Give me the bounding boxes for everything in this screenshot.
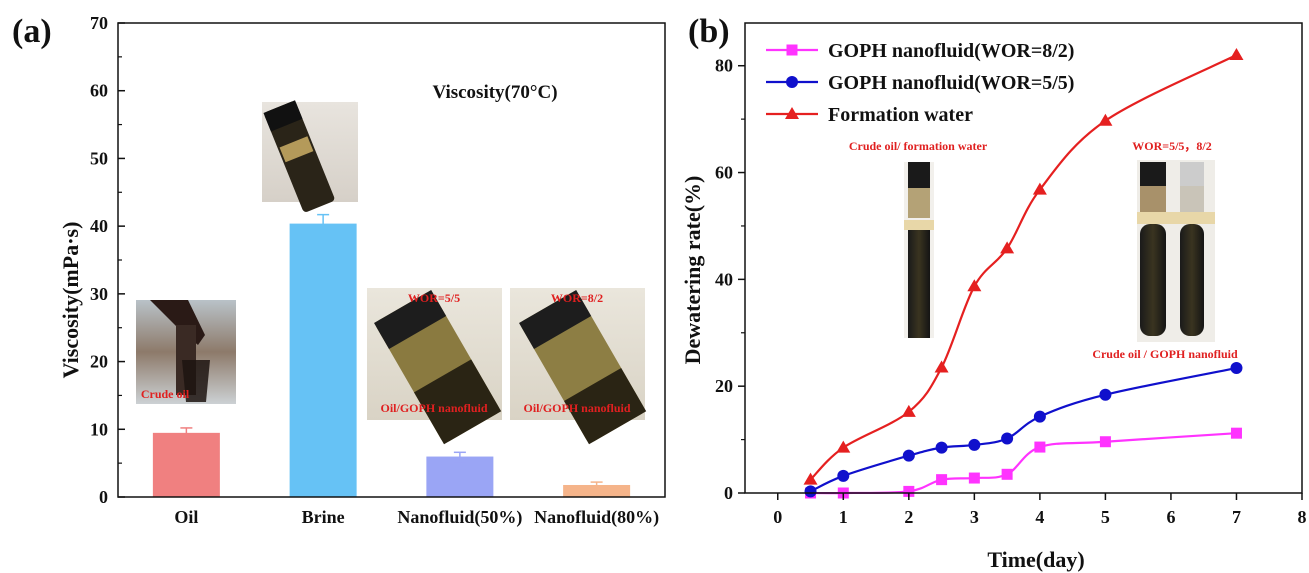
viscosity-bar-chart: (a) Viscosity(mPa·s) Viscosity(70°C) Cru…	[12, 13, 666, 528]
y-tick-label: 10	[90, 419, 108, 439]
legend: GOPH nanofluid(WOR=8/2) GOPH nanofluid(WO…	[766, 40, 1074, 126]
wor-5-5-bottom-caption: Oil/GOPH nanofluid	[380, 401, 487, 415]
panel-label-b: (b)	[688, 13, 730, 50]
data-point	[836, 440, 851, 453]
x-tick-label: 7	[1232, 507, 1241, 527]
wor-8-2-bottom-caption: Oil/GOPH nanofluid	[523, 401, 630, 415]
x-axis-title-b: Time(day)	[987, 547, 1084, 572]
y-tick-label: 80	[715, 56, 733, 76]
x-tick-label: Nanofluid(80%)	[534, 507, 659, 528]
data-point	[901, 404, 916, 417]
data-point	[903, 485, 915, 497]
crude-oil-caption: Crude oil	[141, 387, 190, 401]
right-photo-bottom-caption: Crude oil / GOPH nanofluid	[1092, 347, 1238, 361]
y-axis-title-b: Dewatering rate(%)	[680, 176, 705, 365]
y-tick-label: 60	[90, 81, 108, 101]
brine-photo	[262, 100, 358, 212]
bar-brine	[289, 223, 357, 498]
y-tick-label: 70	[90, 13, 108, 33]
x-tick-label: 0	[773, 507, 782, 527]
legend-marker	[786, 44, 798, 56]
data-point	[1033, 410, 1046, 423]
y-tick-label: 30	[90, 284, 108, 304]
y-tick-label: 50	[90, 148, 108, 168]
x-tick-label: Oil	[174, 507, 198, 527]
data-point	[1229, 48, 1244, 61]
x-tick-label: Brine	[302, 507, 345, 527]
data-point	[1032, 182, 1047, 195]
x-tick-label: 2	[904, 507, 913, 527]
x-tick-label: 5	[1101, 507, 1110, 527]
x-tick-label: Nanofluid(50%)	[397, 507, 522, 528]
legend-label: GOPH nanofluid(WOR=8/2)	[828, 40, 1074, 62]
data-point	[1034, 441, 1046, 453]
data-point	[1099, 436, 1111, 448]
y-tick-label: 60	[715, 163, 733, 183]
data-point	[1230, 427, 1242, 439]
legend-marker	[786, 76, 798, 88]
wor-8-2-photo: WOR=8/2 Oil/GOPH nanofluid	[510, 288, 647, 445]
wor-5-5-photo: WOR=5/5 Oil/GOPH nanofluid	[367, 288, 502, 445]
y-tick-label: 0	[724, 483, 733, 503]
legend-marker	[785, 107, 799, 119]
series-line-0	[810, 432, 1237, 495]
bar-oil	[152, 432, 220, 498]
bar-marks	[152, 213, 631, 498]
y-axis-title-a: Viscosity(mPa·s)	[58, 222, 83, 379]
x-tick-label: 1	[839, 507, 848, 527]
data-point	[803, 472, 818, 485]
dewatering-line-chart: (b) Dewatering rate(%) Time(day) Crude o…	[680, 13, 1307, 572]
y-tick-label: 0	[99, 487, 108, 507]
data-point	[902, 449, 915, 462]
y-tick-label: 40	[715, 269, 733, 289]
y-tick-label: 20	[90, 352, 108, 372]
x-tick-label: 3	[970, 507, 979, 527]
plot-frame-b	[744, 22, 1303, 494]
data-point	[936, 474, 948, 486]
right-photo-top-caption: WOR=5/5，8/2	[1132, 139, 1212, 153]
viscosity-annotation: Viscosity(70°C)	[432, 82, 557, 103]
panel-label-a: (a)	[12, 13, 52, 50]
wor-8-2-caption: WOR=8/2	[551, 291, 603, 305]
x-tick-label: 8	[1298, 507, 1307, 527]
data-point	[1001, 432, 1014, 445]
x-tick-label: 6	[1166, 507, 1175, 527]
y-tick-label: 40	[90, 216, 108, 236]
legend-label: GOPH nanofluid(WOR=5/5)	[828, 72, 1074, 94]
series-line-1	[810, 366, 1237, 493]
left-photo-caption: Crude oil/ formation water	[849, 139, 988, 153]
data-point	[837, 469, 850, 482]
line-marks	[803, 48, 1244, 499]
data-point	[934, 360, 949, 373]
legend-label: Formation water	[828, 104, 973, 126]
x-tick-label: 4	[1035, 507, 1044, 527]
axes-a: Oil Brine Nanofluid(50%) Nanofluid(80%) 0 10 2…	[90, 13, 666, 528]
goph-nanofluid-tubes-photo: WOR=5/5，8/2 Crude oil / GOPH nanofluid	[1092, 139, 1238, 361]
data-point	[1099, 388, 1112, 401]
data-point	[967, 279, 982, 292]
data-point	[1000, 241, 1015, 254]
crude-oil-photo: Crude oil	[136, 300, 236, 404]
y-tick-label: 20	[715, 376, 733, 396]
wor-5-5-caption: WOR=5/5	[408, 291, 460, 305]
bar-nanofluid-50-	[426, 456, 494, 498]
data-point	[1230, 362, 1243, 375]
crude-oil-formation-water-photo: Crude oil/ formation water	[849, 139, 988, 338]
data-point	[968, 472, 980, 484]
data-point	[1098, 113, 1113, 126]
data-point	[968, 438, 981, 451]
data-point	[1001, 468, 1013, 480]
data-point	[935, 441, 948, 454]
data-point	[804, 485, 817, 498]
